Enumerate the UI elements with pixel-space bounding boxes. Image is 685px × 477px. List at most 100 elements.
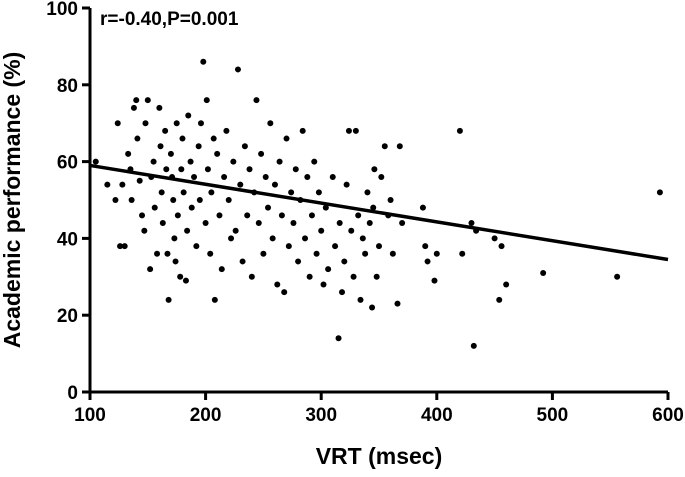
x-tick-label: 500 — [537, 405, 569, 426]
point — [322, 204, 329, 211]
point — [158, 189, 165, 196]
point — [216, 212, 223, 219]
point — [147, 266, 154, 273]
point — [239, 258, 246, 265]
point — [288, 189, 295, 196]
point — [204, 166, 211, 173]
point — [456, 127, 463, 134]
point — [191, 173, 198, 180]
point — [396, 143, 403, 150]
point — [136, 177, 143, 184]
point — [470, 342, 477, 349]
point — [318, 227, 325, 234]
point — [157, 143, 164, 150]
y-axis-title: Academic performance (%) — [0, 52, 25, 349]
point — [151, 204, 158, 211]
point — [491, 235, 498, 242]
point — [422, 243, 429, 250]
point — [244, 212, 251, 219]
point — [304, 173, 311, 180]
point — [332, 243, 339, 250]
point — [195, 143, 202, 150]
point — [214, 150, 221, 157]
point — [225, 197, 232, 203]
point — [171, 235, 178, 242]
point — [202, 220, 209, 227]
point — [104, 181, 111, 188]
y-tick-label: 60 — [57, 153, 78, 174]
point — [498, 243, 505, 250]
point — [173, 120, 180, 127]
point — [141, 227, 148, 234]
point — [185, 112, 192, 119]
point — [255, 220, 262, 227]
point — [172, 258, 179, 265]
point — [306, 273, 313, 280]
point — [184, 227, 191, 234]
point — [387, 197, 394, 203]
point — [253, 97, 260, 104]
y-tick-label: 20 — [57, 306, 78, 327]
point — [369, 304, 376, 311]
point — [292, 166, 299, 173]
point — [130, 104, 137, 111]
point — [265, 204, 272, 211]
point — [399, 220, 406, 227]
point — [362, 250, 369, 257]
point — [260, 250, 267, 257]
point — [234, 66, 241, 73]
x-tick-label: 600 — [652, 405, 684, 426]
point — [197, 120, 204, 127]
point — [290, 220, 297, 227]
x-tick-label: 400 — [421, 405, 453, 426]
point — [112, 197, 119, 203]
point — [150, 158, 157, 165]
point — [343, 181, 350, 188]
point — [92, 158, 99, 165]
point — [371, 166, 378, 173]
annotation: r=-0.40,P=0.001 — [100, 9, 239, 30]
point — [269, 235, 276, 242]
point — [221, 173, 228, 180]
point — [139, 212, 146, 219]
point — [345, 127, 352, 134]
point — [496, 296, 503, 303]
point — [299, 127, 306, 134]
point — [394, 300, 401, 307]
point — [237, 181, 244, 188]
x-tick-label: 100 — [74, 405, 106, 426]
point — [274, 281, 281, 288]
point — [320, 281, 327, 288]
point — [468, 220, 475, 227]
point — [200, 58, 207, 65]
point — [311, 158, 318, 165]
point — [370, 204, 377, 211]
point — [128, 197, 135, 203]
y-tick-label: 80 — [57, 76, 78, 97]
point — [355, 212, 362, 219]
point — [350, 273, 357, 280]
point — [389, 250, 396, 257]
point — [248, 273, 255, 280]
point — [315, 189, 322, 196]
point — [295, 258, 302, 265]
point — [281, 289, 288, 296]
point — [339, 289, 346, 296]
point — [656, 189, 663, 196]
point — [211, 296, 218, 303]
point — [262, 173, 269, 180]
point — [228, 235, 235, 242]
point — [174, 212, 181, 219]
point — [125, 150, 132, 157]
point — [114, 120, 121, 127]
point — [156, 104, 163, 111]
point — [241, 143, 248, 150]
point — [376, 243, 382, 250]
y-tick-label: 0 — [67, 383, 78, 404]
point — [154, 250, 161, 257]
point — [208, 189, 215, 196]
point — [210, 135, 217, 142]
point — [218, 266, 225, 273]
point — [165, 296, 172, 303]
